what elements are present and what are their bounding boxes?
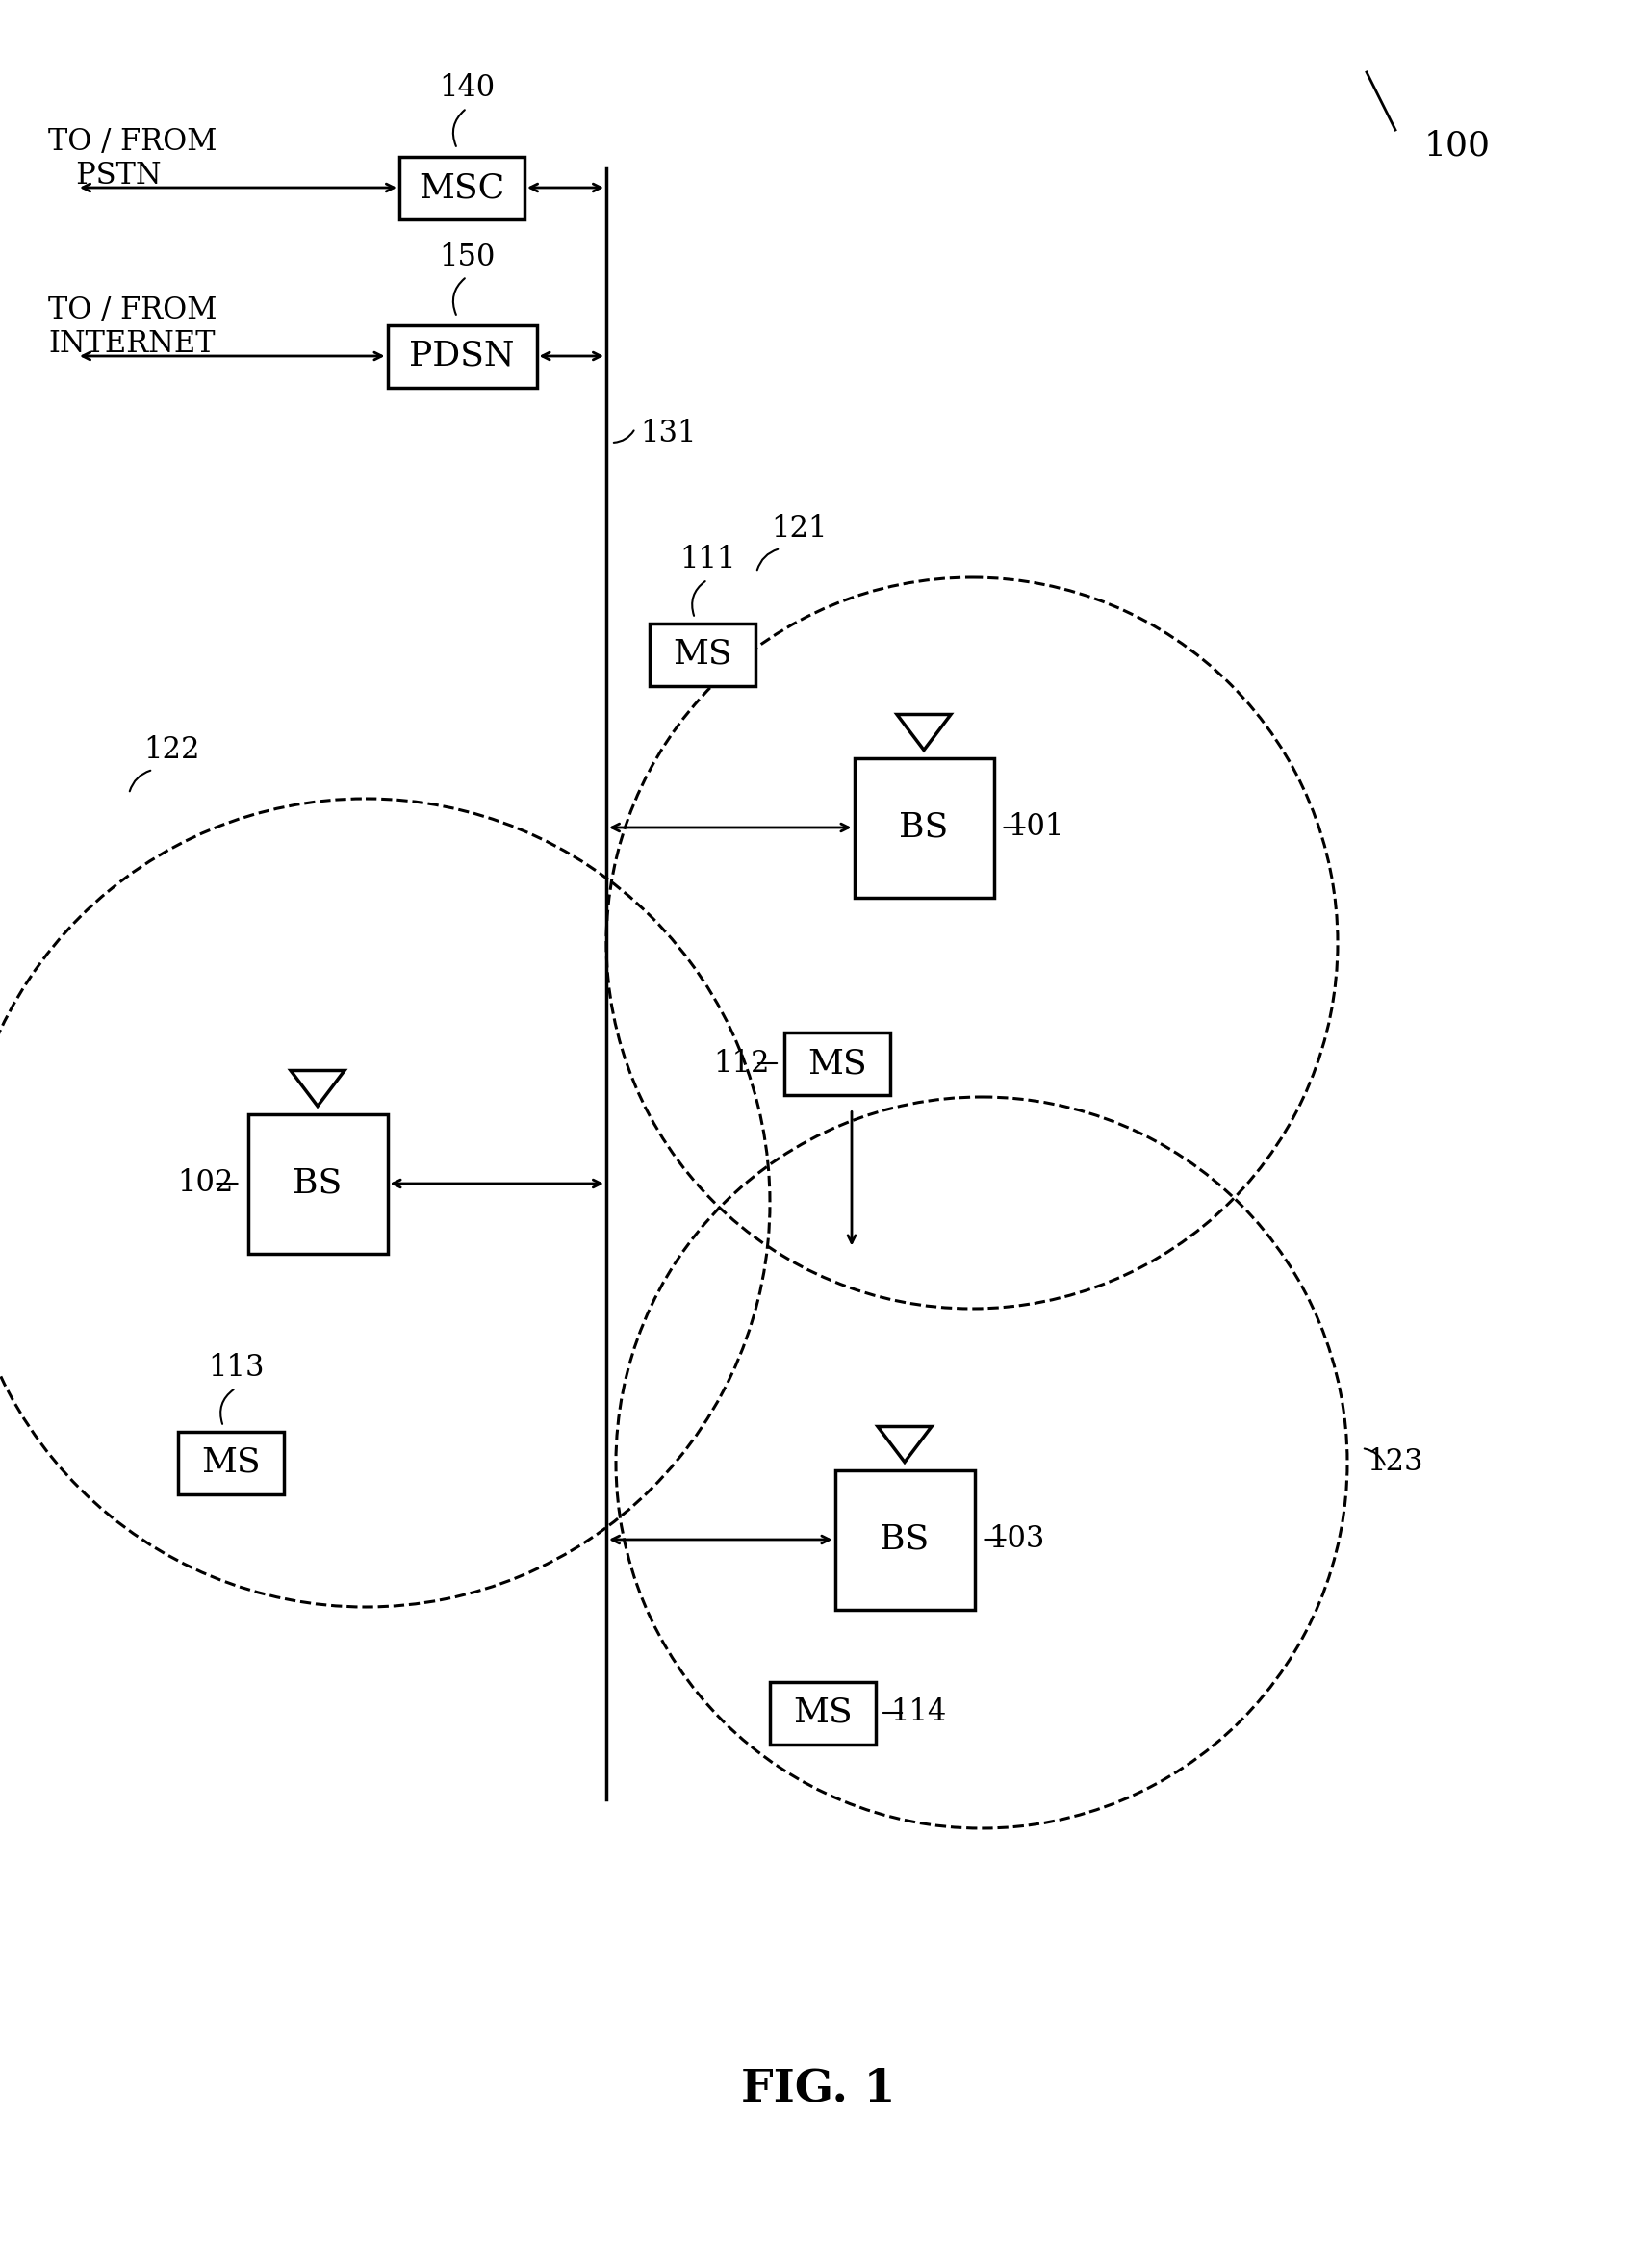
Text: 123: 123: [1367, 1447, 1423, 1476]
Text: 102: 102: [177, 1168, 234, 1198]
Text: TO / FROM
INTERNET: TO / FROM INTERNET: [47, 295, 216, 358]
Text: 112: 112: [714, 1048, 769, 1077]
Text: BS: BS: [899, 812, 948, 844]
Text: MS: MS: [201, 1447, 260, 1479]
Text: MS: MS: [673, 637, 732, 671]
Polygon shape: [897, 714, 951, 751]
Text: 101: 101: [1008, 812, 1064, 841]
Bar: [769, 1681, 876, 1744]
Polygon shape: [291, 1070, 344, 1107]
Text: 111: 111: [679, 544, 735, 576]
Text: MS: MS: [807, 1048, 868, 1080]
Text: 150: 150: [439, 243, 494, 272]
Bar: [399, 156, 524, 220]
Bar: [247, 1114, 388, 1254]
Text: 103: 103: [989, 1524, 1044, 1554]
Bar: [784, 1032, 891, 1095]
Text: TO / FROM
   PSTN: TO / FROM PSTN: [47, 127, 216, 191]
Text: FIG. 1: FIG. 1: [742, 2066, 895, 2109]
Bar: [855, 758, 994, 898]
Bar: [650, 624, 755, 685]
Text: MSC: MSC: [419, 172, 504, 204]
Bar: [388, 324, 537, 388]
Text: 114: 114: [891, 1699, 946, 1728]
Text: BS: BS: [881, 1524, 930, 1556]
Bar: [835, 1470, 974, 1610]
Text: 122: 122: [144, 735, 200, 764]
Text: MS: MS: [794, 1696, 853, 1728]
Bar: [178, 1431, 283, 1495]
Text: PDSN: PDSN: [409, 340, 514, 372]
Text: 131: 131: [640, 420, 696, 449]
Text: 140: 140: [439, 73, 494, 104]
Text: 113: 113: [208, 1354, 264, 1383]
Text: 100: 100: [1424, 129, 1491, 163]
Polygon shape: [877, 1427, 931, 1463]
Text: BS: BS: [293, 1168, 342, 1200]
Text: 121: 121: [771, 515, 827, 544]
